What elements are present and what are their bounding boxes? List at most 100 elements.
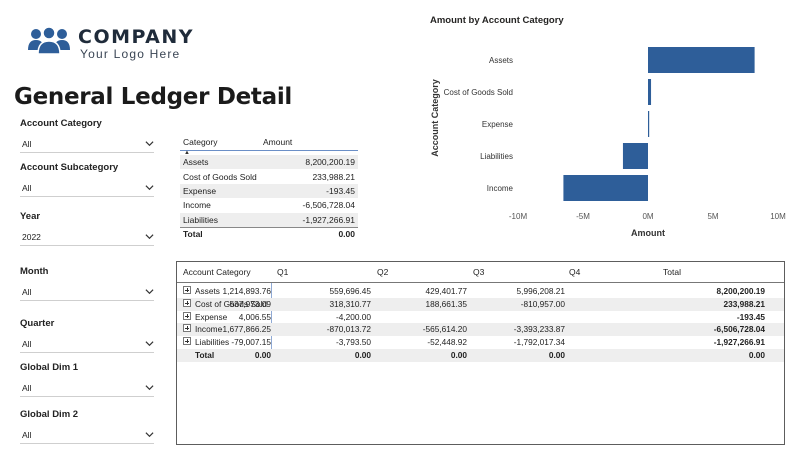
bar-assets[interactable] [648, 47, 755, 73]
category-cell: Assets [183, 157, 209, 168]
total-column-header[interactable]: Total [663, 267, 681, 277]
page-title: General Ledger Detail [14, 84, 293, 110]
bar-liabilities[interactable] [622, 143, 648, 169]
amount-cell: 233,988.21 [312, 171, 355, 182]
amount-column-header[interactable]: Amount [263, 137, 293, 147]
slicer-quarter: Quarter All [20, 318, 154, 353]
slicer-label: Quarter [20, 318, 55, 329]
q1-cell: 0.00 [254, 350, 271, 360]
expand-icon[interactable] [183, 324, 191, 333]
total-cell: 233,988.21 [723, 298, 765, 309]
amount-by-category-chart: Amount by Account Category Account Categ… [420, 10, 800, 242]
chevron-down-icon [145, 341, 154, 347]
expand-icon[interactable] [183, 298, 191, 307]
table-row[interactable]: Income -1,677,866.25 -870,013.72 -565,614.2… [177, 323, 784, 337]
y-tick-label: Expense [482, 120, 514, 129]
total-cell: 8,200,200.19 [716, 286, 765, 296]
expand-icon[interactable] [183, 286, 191, 294]
company-logo: COMPANY Your Logo Here [26, 24, 196, 61]
q3-cell: -52,448.92 [427, 337, 467, 348]
row-label: Income [195, 324, 223, 335]
sort-ascending-icon: ▲ [184, 150, 190, 156]
chevron-down-icon [145, 234, 154, 240]
year-dropdown[interactable]: 2022 [20, 228, 154, 246]
slicer-label: Account Subcategory [20, 162, 119, 173]
slicer-label: Global Dim 2 [20, 409, 79, 420]
total-cell: -6,506,728.04 [713, 324, 765, 335]
chevron-down-icon [145, 385, 154, 391]
chart-svg: Amount by Account Category Account Categ… [430, 15, 786, 238]
q1-cell: -1,677,866.25 [219, 324, 271, 335]
global-dim-2-dropdown[interactable]: All [20, 426, 154, 444]
global-dim-1-dropdown[interactable]: All [20, 379, 154, 397]
account-category-column-header[interactable]: Account Category [183, 267, 251, 277]
q2-column-header[interactable]: Q2 [377, 267, 389, 277]
q4-cell: 5,996,208.21 [516, 286, 565, 296]
expand-icon[interactable] [183, 337, 191, 346]
slicer-label: Account Category [20, 118, 102, 129]
slicer-value: All [22, 286, 32, 297]
table-row[interactable]: Cost of Goods Sold 233,988.21 [180, 169, 358, 183]
table-row[interactable]: Cost of Goods Sold 537,973.09 318,310.77 18… [177, 297, 784, 311]
slicer-value: All [22, 429, 32, 440]
table-row[interactable]: Expense 4,006.55 -4,200.00 -193.45 [177, 311, 784, 324]
category-cell: Expense [183, 185, 217, 196]
slicer-global-dim-2: Global Dim 2 All [20, 409, 154, 444]
table-row[interactable]: Income -6,506,728.04 [180, 198, 358, 212]
bar-cost-of-goods-sold[interactable] [648, 79, 652, 105]
table-row[interactable]: Expense -193.45 [180, 183, 358, 199]
slicer-label: Global Dim 1 [20, 362, 79, 373]
q2-cell: 318,310.77 [329, 298, 371, 309]
q1-cell: 537,973.09 [229, 298, 271, 309]
category-column-header[interactable]: Category [183, 137, 218, 147]
table-total-row: Total 0.00 [180, 226, 358, 241]
category-cell: Income [183, 200, 211, 211]
q2-cell: 559,696.45 [329, 286, 371, 296]
q1-column-header[interactable]: Q1 [277, 267, 289, 277]
table-row[interactable]: Assets 8,200,200.19 [180, 155, 358, 170]
q1-cell: -79,007.15 [231, 337, 271, 348]
amount-cell: -1,927,266.91 [302, 214, 355, 225]
matrix-total-row: Total 0.00 0.00 0.00 0.00 0.00 [177, 349, 784, 362]
slicer-value: 2022 [22, 231, 41, 242]
q4-cell: -1,792,017.34 [513, 337, 565, 348]
slicer-value: All [22, 182, 32, 193]
slicer-label: Month [20, 266, 49, 277]
y-tick-label: Cost of Goods Sold [444, 88, 513, 97]
bar-expense[interactable] [647, 111, 650, 137]
month-dropdown[interactable]: All [20, 283, 154, 301]
slicer-value: All [22, 338, 32, 349]
row-label: Expense [195, 311, 228, 322]
chevron-down-icon [145, 289, 154, 295]
slicer-global-dim-1: Global Dim 1 All [20, 362, 154, 397]
slicer-month: Month All [20, 266, 154, 301]
expand-icon[interactable] [183, 311, 191, 320]
q4-cell: -810,957.00 [520, 298, 565, 309]
account-category-dropdown[interactable]: All [20, 135, 154, 153]
q1-cell: 4,006.55 [238, 311, 271, 322]
amount-cell: -6,506,728.04 [302, 200, 355, 211]
q4-column-header[interactable]: Q4 [569, 267, 581, 277]
x-tick-label: -5M [576, 212, 590, 221]
total-cell: -1,927,266.91 [713, 337, 765, 348]
quarter-dropdown[interactable]: All [20, 335, 154, 353]
q3-cell: -565,614.20 [422, 324, 467, 335]
x-axis-title: Amount [631, 228, 665, 238]
x-tick-label: 10M [770, 212, 786, 221]
q4-cell: -3,393,233.87 [513, 324, 565, 335]
chevron-down-icon [145, 141, 154, 147]
slicer-account-category: Account Category All [20, 118, 154, 153]
table-row[interactable]: Assets 1,214,893.76 559,696.45 429,401.77 5,… [177, 285, 784, 298]
table-row[interactable]: Liabilities -79,007.15 -3,793.50 -52,448.92… [177, 336, 784, 349]
chart-title: Amount by Account Category [430, 15, 564, 26]
q2-cell: 0.00 [354, 350, 371, 360]
slicer-value: All [22, 382, 32, 393]
bar-income[interactable] [563, 175, 648, 201]
total-label: Total [183, 229, 203, 240]
account-subcategory-dropdown[interactable]: All [20, 179, 154, 197]
q1-cell: 1,214,893.76 [222, 286, 271, 296]
table-row[interactable]: Liabilities -1,927,266.91 [180, 212, 358, 227]
q3-column-header[interactable]: Q3 [473, 267, 485, 277]
y-axis-title: Account Category [430, 79, 440, 157]
q2-cell: -870,013.72 [326, 324, 371, 335]
